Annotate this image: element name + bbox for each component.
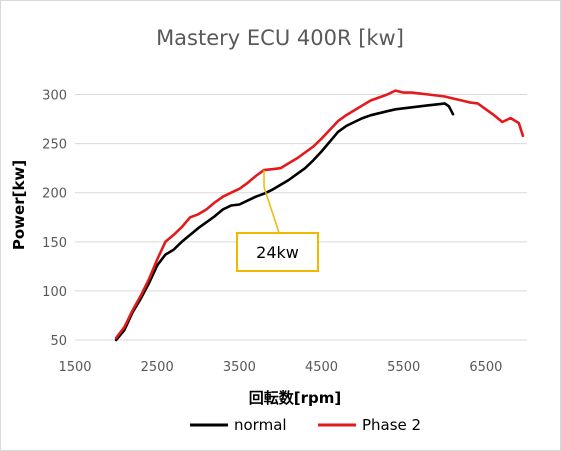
x-tick-label: 3500 bbox=[223, 360, 256, 375]
y-tick-label: 100 bbox=[42, 285, 67, 300]
x-tick-label: 5500 bbox=[387, 360, 420, 375]
legend-label-normal: normal bbox=[234, 416, 287, 434]
annotation-layer: 24kw bbox=[236, 170, 319, 272]
legend-label-phase-2: Phase 2 bbox=[362, 416, 421, 434]
y-tick-label: 250 bbox=[42, 138, 67, 153]
series-layer bbox=[114, 89, 525, 342]
x-tick-labels: 1500 2500 3500 4500 5500 6500 bbox=[58, 360, 502, 375]
x-axis-title: 回転数[rpm] bbox=[249, 389, 341, 407]
annotation-box bbox=[236, 232, 319, 272]
x-tick-label: 4500 bbox=[305, 360, 338, 375]
x-tick-label: 1500 bbox=[58, 360, 91, 375]
y-tick-label: 50 bbox=[50, 334, 67, 349]
series-line-phase-2 bbox=[114, 89, 525, 340]
y-tick-label: 150 bbox=[42, 236, 67, 251]
series-line-normal bbox=[114, 102, 455, 342]
x-tick-label: 2500 bbox=[141, 360, 174, 375]
chart-title: Mastery ECU 400R [kw] bbox=[156, 26, 404, 50]
annotation-label: 24kw bbox=[256, 243, 299, 262]
annotation-leader bbox=[263, 186, 280, 234]
y-axis-title: Power[kw] bbox=[10, 160, 28, 250]
x-tick-label: 6500 bbox=[469, 360, 502, 375]
legend: normal Phase 2 bbox=[190, 416, 421, 434]
y-tick-label: 200 bbox=[42, 187, 67, 202]
y-tick-label: 300 bbox=[42, 89, 67, 104]
y-tick-labels: 50 100 150 200 250 300 bbox=[42, 89, 67, 349]
